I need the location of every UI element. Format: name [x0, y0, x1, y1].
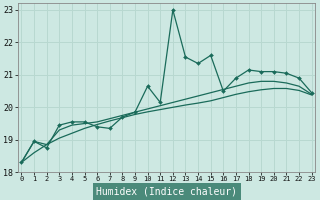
- X-axis label: Humidex (Indice chaleur): Humidex (Indice chaleur): [96, 187, 237, 197]
